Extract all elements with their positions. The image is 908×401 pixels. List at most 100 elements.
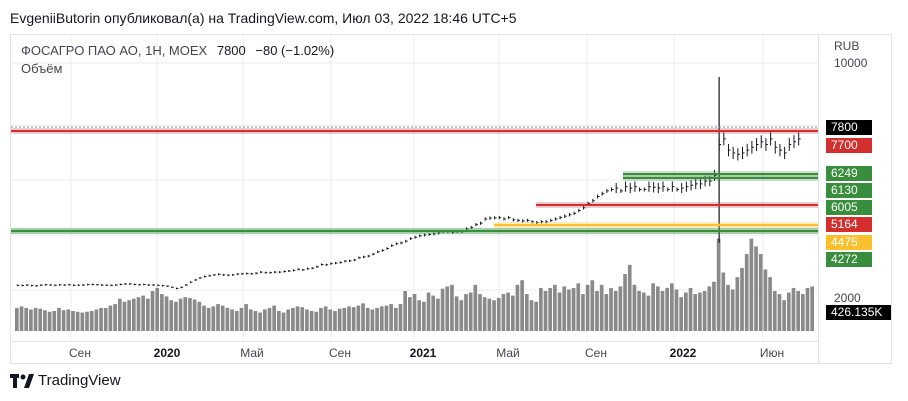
volume-bar [319,307,323,331]
volume-bar [595,291,599,331]
volume-bar [450,284,454,331]
volume-bar [47,311,52,331]
brand-name: TradingView [38,372,121,389]
volume-bar [468,292,473,331]
volume-bar [557,292,562,331]
volume-bar [99,307,103,331]
volume-bar [431,295,436,331]
legend-change: −80 (−1.02%) [255,43,335,58]
volume-bar [637,291,641,331]
tradingview-brand[interactable]: TradingView [10,372,121,389]
volume-bar [454,296,459,331]
axis-currency: RUB [834,39,860,53]
volume-bar [670,283,674,331]
volume-bar [599,284,604,331]
volume-bar [576,283,581,331]
volume-bar [492,300,496,331]
time-label: Май [240,346,264,360]
volume-bar [389,304,393,331]
volume-bar [370,309,375,331]
volume-bar [459,300,464,331]
volume-bar [567,289,571,331]
volume-bar [277,311,281,331]
time-label: Сен [329,346,351,360]
volume-bar [782,300,786,331]
badge-level-7700: 7700 [826,138,872,153]
volume-bar [192,299,197,331]
volume-bar [646,295,651,331]
volume-bar [623,274,627,331]
chart-legend: ФОСАГРО ПАО АО, 1Н, MOEX 7800 −80 (−1.02… [21,43,340,58]
time-label: 2021 [409,346,437,360]
badge-level-6130: 6130 [826,183,872,198]
badge-volume: 426.135K [826,305,891,320]
volume-bar [712,281,716,331]
volume-bar [29,309,33,331]
volume-bar [417,300,422,331]
badge-level-4475: 4475 [826,235,872,250]
volume-bar [440,288,445,331]
volume-bar [585,284,590,331]
volume-bar [651,283,655,331]
volume-bar [314,311,319,331]
volume-bar [384,305,389,331]
volume-bar [772,291,777,331]
volume-bar [61,310,66,331]
volume-bar [216,304,220,331]
volume-bar [763,269,768,331]
volume-bar [707,286,712,331]
badge-level-6005: 6005 [826,200,872,215]
volume-bar [122,301,127,331]
volume-bar [805,287,810,331]
volume-bar [169,300,174,331]
volume-bar [534,301,538,331]
volume-bar [89,311,94,331]
volume-bar [613,291,618,331]
volume-bar [665,287,669,331]
volume-bar [777,294,782,331]
volume-bar [131,298,136,331]
volume-bar [234,311,239,331]
volume-bar [726,284,730,331]
volume-bar [801,294,805,331]
volume-bar [108,305,113,331]
volume-bar [267,307,272,331]
volume-bar [328,309,333,331]
volume-bar [562,286,567,331]
volume-bar [604,294,609,331]
volume-bar [71,311,75,331]
time-axis[interactable]: Сен 2020 Май Сен 2021 Май Сен 2022 Июн [11,341,818,363]
volume-bar [309,311,314,331]
volume-bar [113,304,117,331]
volume-bar [253,311,258,331]
volume-bar [286,309,291,331]
volume-bar [57,307,61,331]
volume-bar [398,304,403,331]
volume-bar [721,272,726,331]
volume-bar [206,307,211,331]
volume-bar [300,307,305,331]
volume-bar [796,291,800,331]
volume-bar [202,305,206,331]
volume-bar [487,298,492,331]
volume-bar [361,303,365,331]
volume-bar [197,301,202,331]
legend-price: 7800 [216,43,246,58]
chart-plot[interactable] [11,35,818,341]
price-axis[interactable]: RUB 10000 2000 7800 7700 6249 6130 6005 … [818,35,891,363]
volume-bar [323,306,328,331]
volume-bar [548,287,553,331]
volume-bar [768,277,772,331]
volume-bar [590,280,595,331]
chart-frame[interactable]: ФОСАГРО ПАО АО, 1Н, MOEX 7800 −80 (−1.02… [10,34,892,364]
volume-bar [258,312,262,331]
badge-level-5164: 5164 [826,217,872,232]
volume-bar [716,238,721,331]
volume-bar [758,254,763,331]
volume-bar [426,292,431,331]
volume-bar [581,294,585,331]
volume-bar [510,295,515,331]
volume-bar [627,264,632,331]
volume-bar [436,298,440,331]
volume-bar [791,287,796,331]
